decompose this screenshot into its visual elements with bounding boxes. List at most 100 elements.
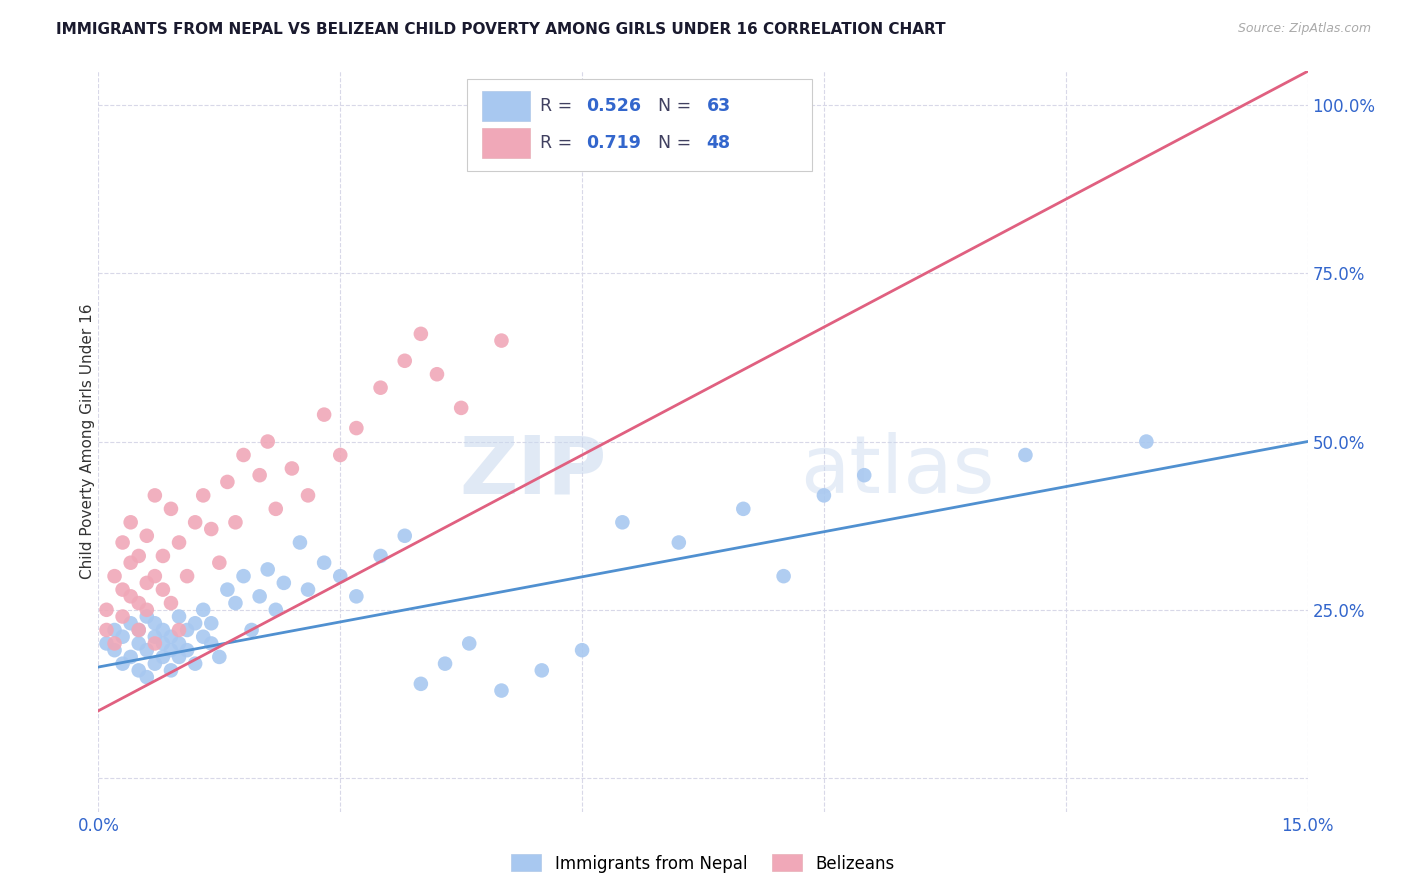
Point: [571, 643, 593, 657]
Point: [224, 596, 246, 610]
Point: [167, 649, 190, 664]
Point: [111, 609, 134, 624]
Point: [135, 529, 157, 543]
Point: [103, 623, 125, 637]
Point: [288, 535, 311, 549]
Point: [152, 549, 174, 563]
Point: [249, 468, 271, 483]
Point: [314, 408, 336, 422]
Point: [193, 603, 215, 617]
Point: [450, 401, 472, 415]
Point: [434, 657, 457, 671]
Point: [409, 677, 432, 691]
Point: [96, 623, 118, 637]
Point: [329, 448, 352, 462]
Point: [160, 501, 183, 516]
Point: [160, 596, 183, 610]
Point: [103, 569, 125, 583]
Point: [128, 596, 150, 610]
Point: [167, 623, 190, 637]
Point: [135, 670, 157, 684]
Point: [370, 549, 392, 563]
Point: [458, 636, 481, 650]
Point: [224, 516, 246, 530]
Point: [111, 630, 134, 644]
Point: [297, 488, 319, 502]
Point: [120, 649, 142, 664]
Point: [344, 421, 367, 435]
Point: [120, 616, 142, 631]
Point: [491, 683, 513, 698]
Point: [409, 326, 432, 341]
Point: [128, 623, 150, 637]
Point: [193, 630, 215, 644]
Point: [394, 529, 416, 543]
Point: [314, 556, 336, 570]
Point: [370, 381, 392, 395]
Point: [256, 434, 278, 449]
Point: [152, 636, 174, 650]
Y-axis label: Child Poverty Among Girls Under 16: Child Poverty Among Girls Under 16: [80, 304, 94, 579]
Text: N =: N =: [658, 97, 697, 115]
Point: [160, 643, 183, 657]
Text: 63: 63: [707, 97, 731, 115]
Point: [135, 609, 157, 624]
Point: [152, 582, 174, 597]
Point: [772, 98, 794, 112]
Point: [143, 636, 166, 650]
Point: [120, 556, 142, 570]
Point: [297, 582, 319, 597]
Point: [217, 475, 239, 489]
Point: [152, 649, 174, 664]
Point: [240, 623, 263, 637]
Point: [668, 535, 690, 549]
Text: IMMIGRANTS FROM NEPAL VS BELIZEAN CHILD POVERTY AMONG GIRLS UNDER 16 CORRELATION: IMMIGRANTS FROM NEPAL VS BELIZEAN CHILD …: [56, 22, 946, 37]
Point: [344, 590, 367, 604]
Point: [217, 582, 239, 597]
Point: [733, 501, 755, 516]
Point: [103, 636, 125, 650]
Point: [143, 657, 166, 671]
Point: [232, 448, 254, 462]
Point: [281, 461, 304, 475]
Text: R =: R =: [540, 97, 578, 115]
Point: [264, 603, 287, 617]
Point: [249, 590, 271, 604]
Point: [200, 616, 222, 631]
Point: [135, 575, 157, 590]
Point: [135, 603, 157, 617]
Legend: Immigrants from Nepal, Belizeans: Immigrants from Nepal, Belizeans: [505, 847, 901, 880]
Text: 0.719: 0.719: [586, 134, 641, 153]
Point: [152, 623, 174, 637]
Point: [160, 664, 183, 678]
Point: [128, 549, 150, 563]
Point: [329, 569, 352, 583]
Point: [96, 636, 118, 650]
Point: [232, 569, 254, 583]
Point: [208, 649, 231, 664]
Point: [120, 516, 142, 530]
Point: [135, 643, 157, 657]
Point: [256, 562, 278, 576]
Text: R =: R =: [540, 134, 578, 153]
Point: [1014, 448, 1036, 462]
Point: [491, 334, 513, 348]
Point: [176, 643, 198, 657]
FancyBboxPatch shape: [482, 91, 530, 121]
Point: [530, 664, 553, 678]
Point: [426, 368, 449, 382]
Point: [167, 535, 190, 549]
Point: [184, 616, 207, 631]
Text: ZIP: ZIP: [458, 432, 606, 510]
Point: [160, 630, 183, 644]
Point: [128, 623, 150, 637]
Text: N =: N =: [658, 134, 697, 153]
Point: [193, 488, 215, 502]
Point: [111, 657, 134, 671]
Point: [103, 643, 125, 657]
Point: [120, 590, 142, 604]
Point: [111, 582, 134, 597]
Point: [111, 535, 134, 549]
Point: [128, 664, 150, 678]
Point: [143, 630, 166, 644]
